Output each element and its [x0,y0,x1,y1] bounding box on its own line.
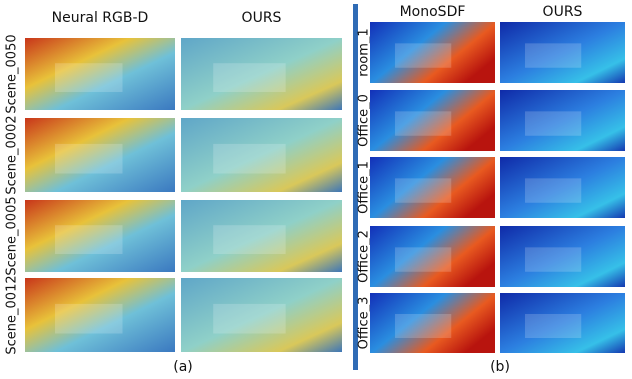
column-header: OURS [543,4,583,20]
image-texture [395,314,451,338]
row-label: Scene_0012 [5,275,20,354]
row-label: Scene_0002 [5,115,20,194]
row-label: Scene_0005 [5,196,20,275]
image-texture [395,111,451,135]
row-label: room_1 [357,28,372,76]
image-texture [213,144,285,174]
row-label: Office_3 [357,297,372,350]
column-header: OURS [242,10,282,26]
image-texture [525,178,581,202]
image-texture [395,178,451,202]
image-texture [525,111,581,135]
column-header: MonoSDF [400,4,466,20]
image-texture [525,247,581,271]
image-texture [55,63,123,92]
image-texture [55,225,123,254]
figure: Neural RGB-D OURS Scene_0050 Scene_0002 Scen… [0,0,632,379]
image-texture [525,314,581,338]
column-header: Neural RGB-D [52,10,149,26]
row-label: Office_1 [357,161,372,214]
image-texture [395,247,451,271]
image-texture [213,225,285,254]
image-texture [525,43,581,67]
image-texture [213,304,285,334]
row-label: Office_2 [357,230,372,283]
image-texture [55,304,123,334]
caption: (a) [173,359,193,375]
image-texture [213,63,285,92]
image-texture [395,43,451,67]
image-texture [55,144,123,174]
caption: (b) [490,359,510,375]
row-label: Office_0 [357,94,372,147]
row-label: Scene_0050 [5,34,20,113]
